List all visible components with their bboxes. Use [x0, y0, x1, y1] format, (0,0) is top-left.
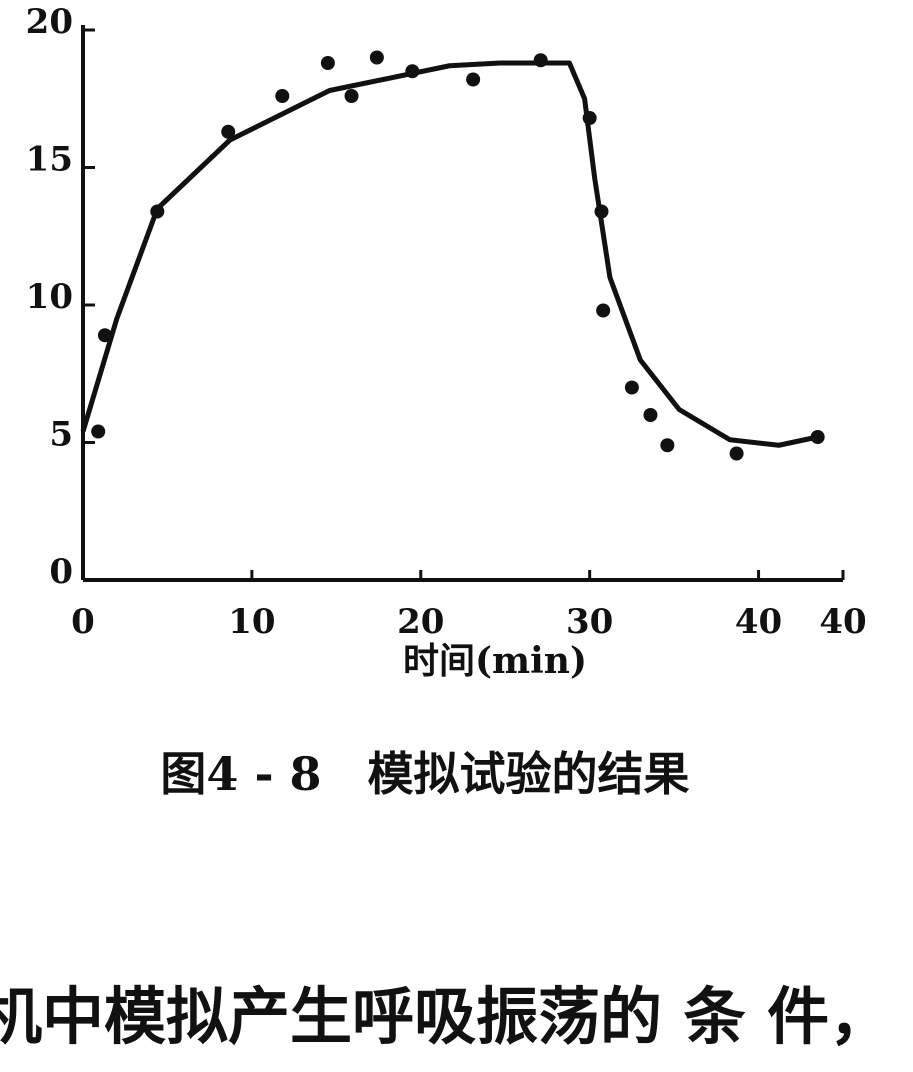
- x-tick-label: 10: [228, 602, 275, 642]
- x-tick-label: 30: [566, 602, 613, 642]
- y-tick-label: 10: [26, 277, 73, 317]
- figure-caption: 图4 - 8 模拟试验的结果: [160, 747, 689, 801]
- x-tick-label: 40: [819, 602, 866, 642]
- data-point: [466, 72, 481, 87]
- y-tick-label: 5: [49, 415, 73, 455]
- data-point: [221, 124, 236, 139]
- y-tick-label: 20: [26, 2, 73, 42]
- data-point: [660, 438, 675, 453]
- x-tick-label: 20: [397, 602, 444, 642]
- body-text: 机中模拟产生呼吸振荡的 条 件，: [0, 980, 891, 1053]
- y-tick-label: 15: [26, 140, 73, 180]
- data-point: [596, 303, 611, 318]
- data-point: [275, 89, 290, 103]
- data-point: [344, 89, 359, 103]
- x-tick-label: 40: [735, 602, 782, 642]
- data-point: [91, 424, 106, 439]
- data-point: [369, 50, 384, 65]
- x-axis-label: 时间(min): [403, 640, 587, 682]
- x-tick-label: 0: [71, 602, 95, 642]
- data-point: [729, 446, 744, 461]
- data-point: [643, 408, 658, 422]
- y-tick-label: 0: [49, 552, 73, 592]
- data-point: [624, 380, 639, 395]
- data-point: [320, 56, 335, 70]
- fit-curve: [80, 60, 819, 448]
